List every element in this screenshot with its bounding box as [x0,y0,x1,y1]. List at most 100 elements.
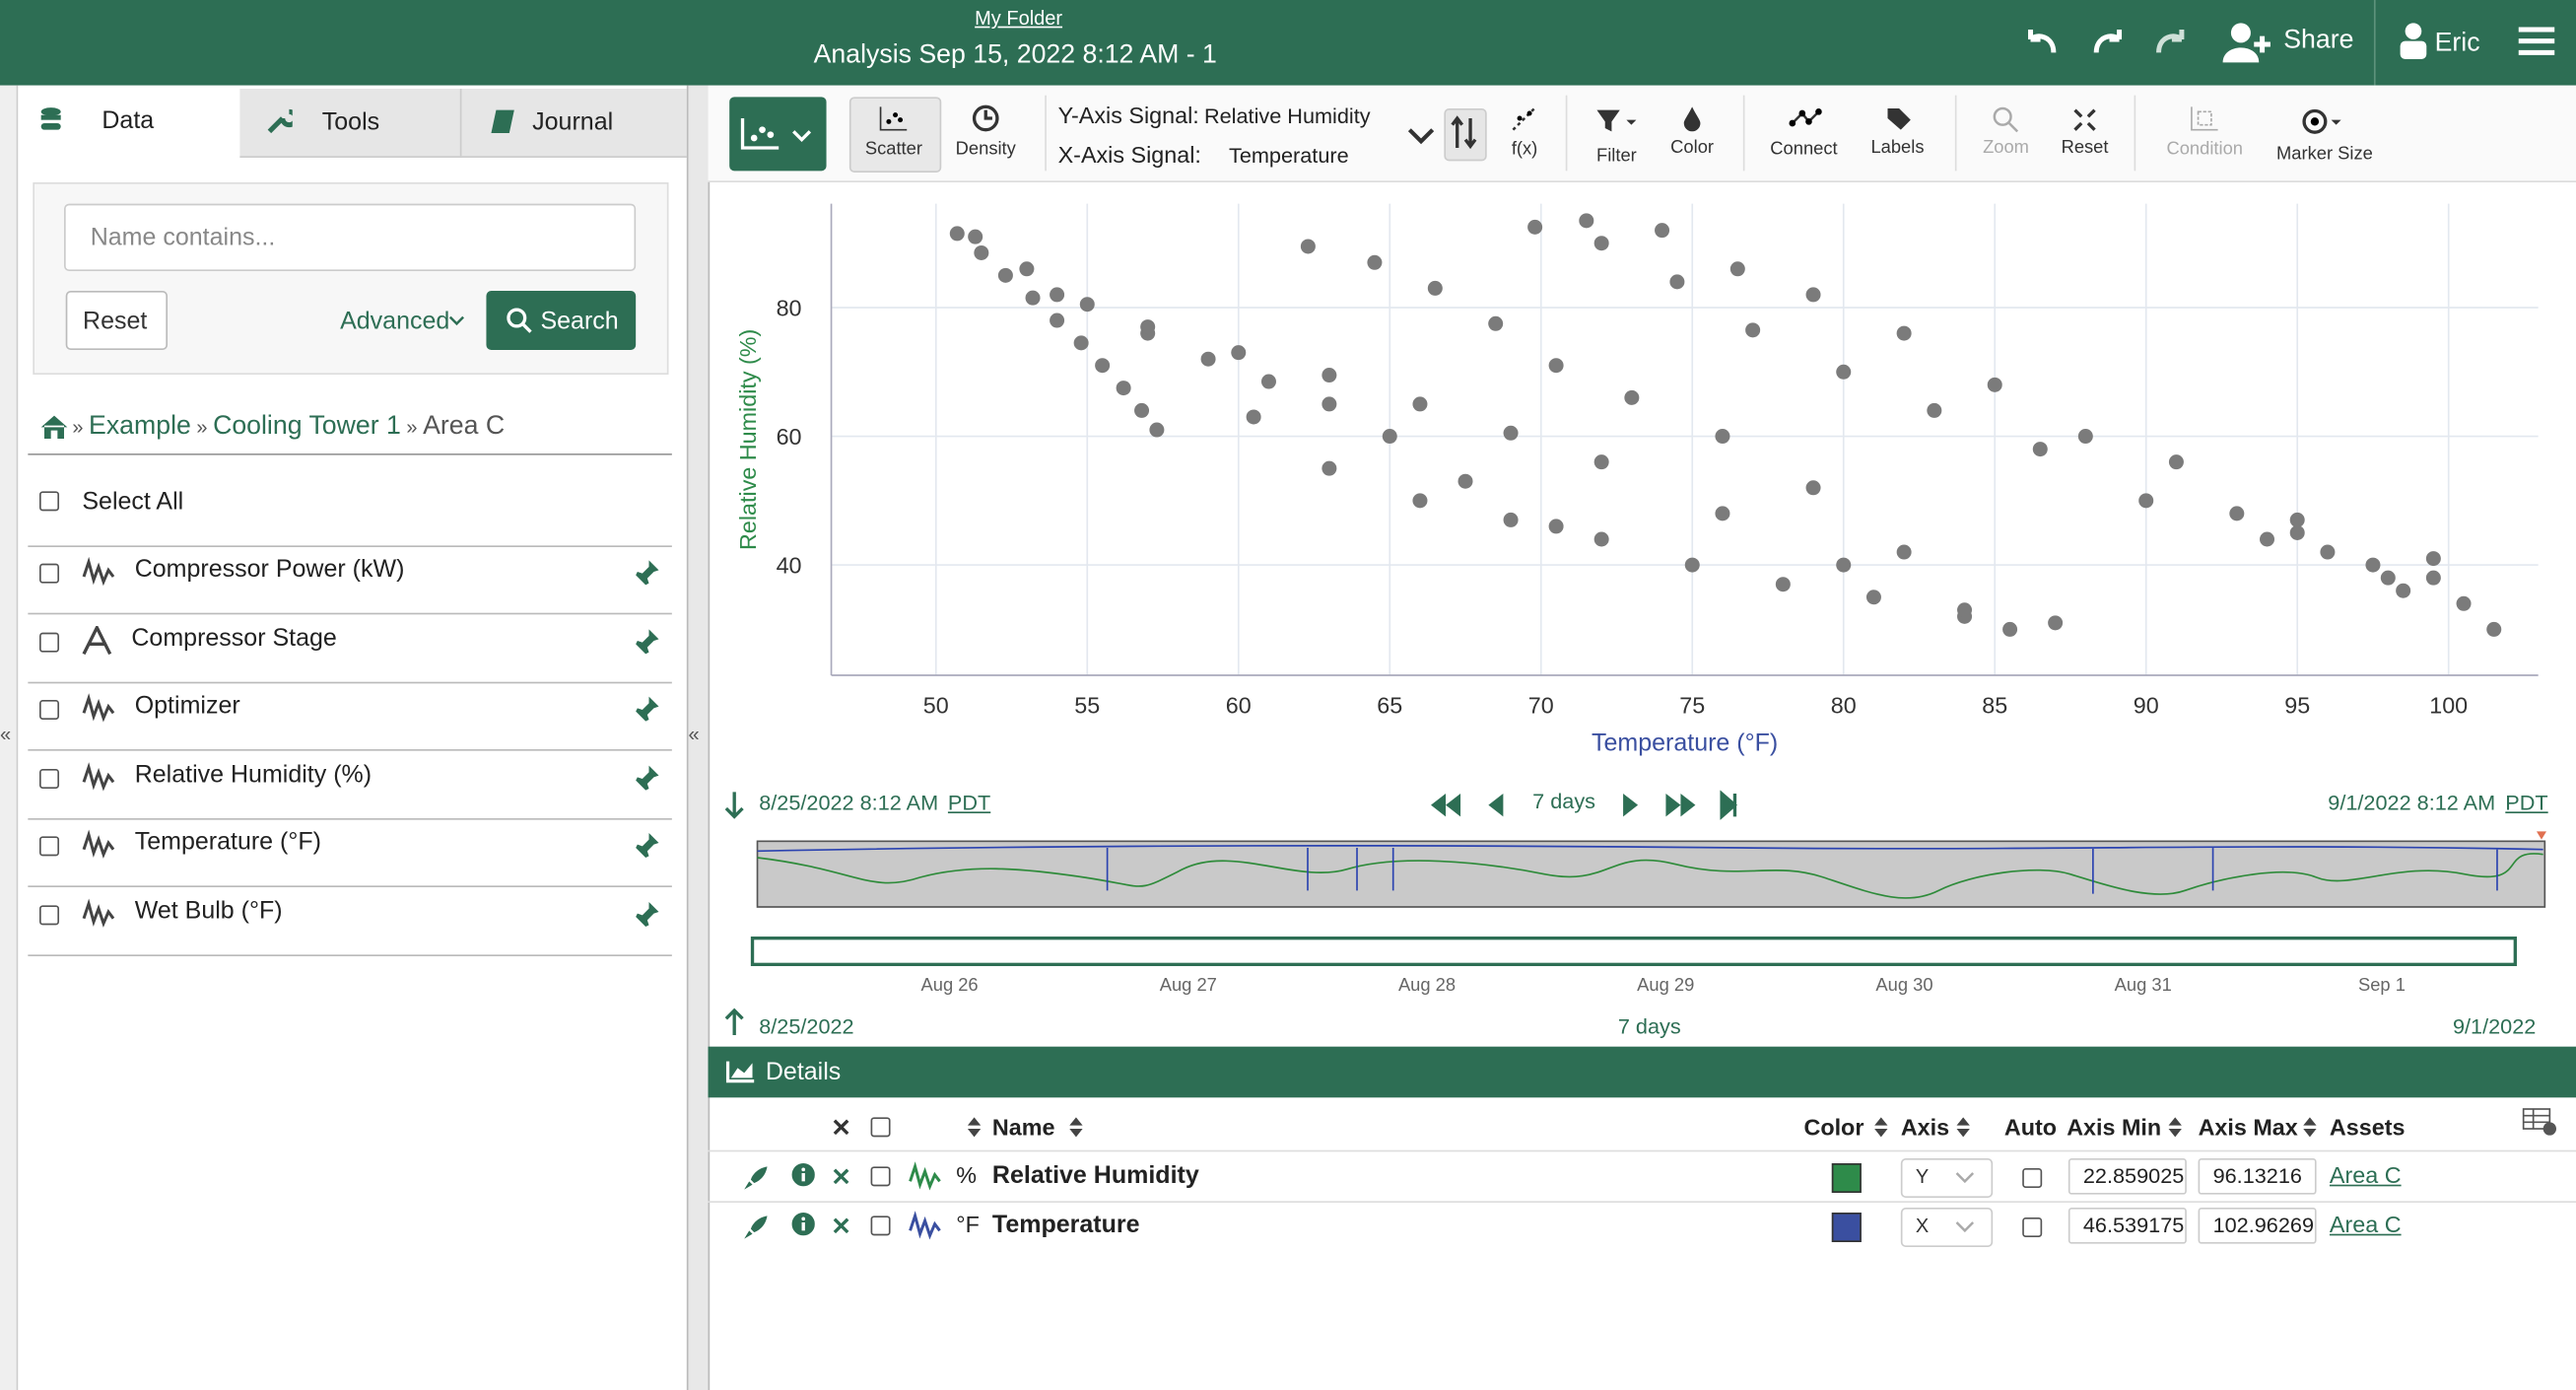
marker-size-icon[interactable] [2302,108,2348,135]
sort-icon[interactable] [2167,1116,2184,1139]
column-header[interactable]: Color [1803,1114,1864,1141]
checkbox[interactable] [39,631,60,652]
column-settings[interactable] [2522,1107,2558,1137]
item-name[interactable]: Relative Humidity (%) [134,760,373,789]
sort-icon[interactable] [1955,1116,1972,1139]
pin-icon[interactable] [631,832,660,862]
toolbar-label[interactable]: Density [955,139,1016,160]
reset-icon[interactable] [2071,106,2098,133]
checkbox[interactable] [870,1216,891,1236]
range-slider[interactable] [750,937,2517,967]
toolbar-label[interactable]: Labels [1870,138,1925,159]
up-arrow[interactable] [723,1008,746,1037]
fx-icon[interactable] [1510,104,1539,133]
down-arrow[interactable] [723,791,746,820]
column-header[interactable]: Axis Min [2067,1114,2162,1141]
range-duration[interactable]: 7 days [1617,1013,1681,1039]
checkbox[interactable] [870,1117,891,1138]
tab[interactable]: Tools [321,108,380,137]
remove-all[interactable] [832,1117,851,1137]
toolbar-label[interactable]: Filter [1596,146,1637,167]
timezone[interactable]: PDT [947,790,991,815]
checkbox[interactable] [39,836,60,857]
item-name[interactable]: Optimizer [134,691,240,721]
checkbox[interactable] [39,905,60,926]
time-nav[interactable] [1429,790,1751,820]
toolbar-label[interactable]: Connect [1770,139,1838,160]
pin-icon[interactable] [631,559,660,589]
axis-min[interactable]: 22.859025 [2068,1158,2187,1195]
scatter-button[interactable] [848,97,942,174]
checkbox[interactable] [39,563,60,584]
home-icon[interactable] [39,414,69,441]
checkbox[interactable] [2022,1217,2043,1238]
pin-icon[interactable] [631,627,660,657]
tab[interactable]: Data [102,106,155,135]
splitter[interactable] [686,85,711,1390]
info-icon[interactable] [791,1163,815,1187]
column-header[interactable]: Axis [1900,1114,1950,1141]
density-icon[interactable] [971,104,1000,133]
info-icon[interactable] [791,1213,815,1236]
item-name[interactable]: Wet Bulb (°F) [134,897,283,926]
toolbar-label[interactable]: Marker Size [2276,144,2373,165]
timezone[interactable]: PDT [2505,790,2548,815]
advanced-toggle[interactable]: Advanced [340,307,450,336]
checkbox[interactable] [39,491,60,512]
column-header[interactable]: Assets [2329,1114,2406,1141]
start-time[interactable]: 8/25/2022 8:12 AM [759,790,939,815]
x-signal[interactable]: Temperature [1228,143,1349,169]
collapse-splitter[interactable]: « [688,723,700,746]
connect-icon[interactable] [1789,106,1822,129]
crumb[interactable]: Example [89,412,191,441]
range-start[interactable]: 8/25/2022 [759,1013,854,1039]
collapse-left[interactable]: « [0,723,12,746]
asset-link[interactable]: Area C [2329,1161,2402,1189]
reset-button[interactable] [65,291,169,351]
sort-icon[interactable] [966,1116,983,1139]
filter-icon[interactable] [1595,108,1638,135]
rocket-icon[interactable] [743,1165,770,1192]
axis-select[interactable] [1900,1208,1994,1248]
duration[interactable]: 7 days [1532,789,1596,814]
name-input[interactable] [64,203,637,272]
range-end[interactable]: 9/1/2022 [2452,1013,2537,1039]
asset-link[interactable]: Area C [2329,1211,2402,1238]
user-icon[interactable] [2399,22,2428,61]
labels-icon[interactable] [1886,106,1913,130]
toolbar-label[interactable]: f(x) [1511,139,1538,160]
crumb[interactable]: Cooling Tower 1 [213,412,401,441]
remove-icon[interactable] [832,1166,851,1186]
item-name[interactable]: Compressor Stage [131,623,337,652]
sort-icon[interactable] [2302,1116,2319,1139]
color-swatch[interactable] [1831,1163,1862,1194]
signal-dropdown[interactable] [1406,125,1436,148]
axis-select[interactable] [1900,1158,1994,1199]
y-signal[interactable]: Relative Humidity [1203,104,1371,129]
sort-icon[interactable] [1872,1116,1889,1139]
column-header[interactable]: Axis Max [2198,1114,2298,1141]
axis-max[interactable]: 102.96269 [2198,1208,2317,1244]
menu-icon[interactable] [2518,27,2555,56]
column-header[interactable]: Auto [2003,1114,2058,1141]
item-name[interactable]: Compressor Power (kW) [134,555,405,584]
pin-icon[interactable] [631,764,660,794]
search-button[interactable] [486,291,637,351]
pin-icon[interactable] [631,900,660,931]
history-icons[interactable] [2021,17,2218,69]
checkbox[interactable] [2022,1168,2043,1189]
checkbox[interactable] [39,768,60,789]
color-swatch[interactable] [1831,1213,1862,1243]
swap-axes[interactable] [1444,108,1487,162]
end-time[interactable]: 9/1/2022 8:12 AM [2328,790,2496,815]
color-icon[interactable] [1682,105,1702,132]
user-name[interactable]: Eric [2434,30,2480,58]
share-button[interactable]: Share [2283,26,2354,55]
view-menu[interactable] [729,97,827,172]
checkbox[interactable] [39,700,60,721]
tab[interactable]: Journal [532,108,614,137]
rocket-icon[interactable] [743,1215,770,1241]
pin-icon[interactable] [631,695,660,726]
folder-link[interactable]: My Folder [975,6,1063,31]
toolbar-label[interactable]: Reset [2061,138,2109,159]
